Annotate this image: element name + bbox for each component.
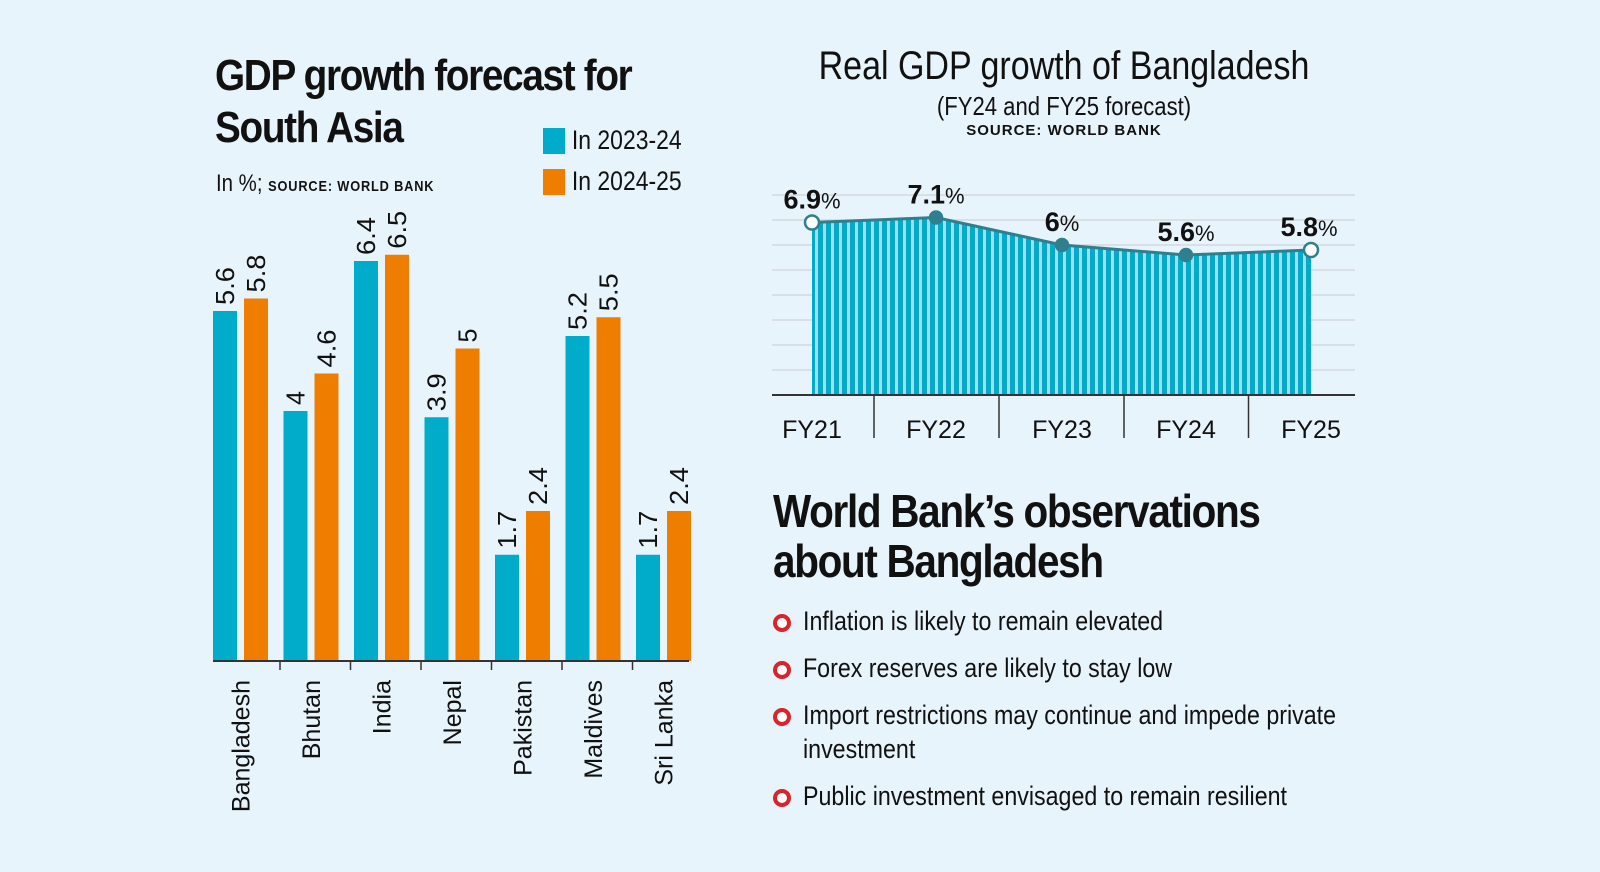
legend-item: In 2023-24: [543, 125, 682, 156]
bar: [424, 417, 449, 661]
bar: [667, 511, 691, 661]
legend: In 2023-24 In 2024-25: [543, 125, 706, 197]
legend-item: In 2024-25: [543, 166, 682, 197]
bar-value-label: 2.4: [664, 467, 694, 505]
bar-value-label: 1.7: [492, 511, 522, 549]
bar: [636, 554, 660, 661]
data-point: [1054, 237, 1070, 253]
category-label: FY23: [1032, 416, 1092, 444]
bullet-icon: [773, 789, 791, 807]
bar: [354, 261, 378, 661]
source-note: source: world bank: [268, 178, 435, 195]
bar-chart: 5.6 5.8 Bangladesh 4 4.6 Bhutan 6.4 6.5 India 3.9…: [210, 211, 694, 812]
bar-value-label: 4.6: [312, 330, 342, 368]
title-line: World Bank’s observations: [773, 485, 1261, 537]
source-note: source: world bank: [966, 122, 1162, 139]
line-chart-title: Real GDP growth of Bangladesh: [818, 44, 1310, 88]
bar: [283, 411, 308, 661]
bar-value-label: 6.4: [351, 217, 381, 255]
bar-value-label: 2.4: [523, 467, 553, 505]
bar: [385, 254, 409, 661]
data-point: [803, 214, 821, 231]
bullet-icon: [773, 614, 791, 632]
legend-swatch: [543, 168, 566, 195]
title-line: South Asia: [215, 103, 404, 152]
bar: [455, 348, 480, 661]
category-label: FY22: [906, 416, 966, 444]
bullet-icon: [773, 708, 791, 726]
bar-value-label: 5.6: [210, 267, 240, 305]
bar-value-label: 5.2: [563, 292, 593, 330]
list-item: Import restrictions may continue and imp…: [773, 698, 1423, 766]
bar-value-label: 4: [281, 391, 311, 405]
bar-chart-title: GDP growth forecast for South Asia: [215, 50, 633, 154]
bar: [314, 373, 339, 661]
category-label: FY25: [1281, 416, 1341, 444]
line-chart: 6.9% FY21 7.1% FY22 6% FY23 5.6% FY24 5.8% FY25: [772, 180, 1355, 444]
list-item-text: Inflation is likely to remain elevated: [803, 606, 1164, 636]
category-label: Bhutan: [298, 680, 326, 759]
category-label: Pakistan: [510, 680, 538, 776]
list-item-text: Public investment envisaged to remain re…: [803, 781, 1287, 811]
category-label: Nepal: [439, 680, 467, 745]
bar-chart-subtitle: In %; source: world bank: [216, 170, 434, 198]
observations-list: Inflation is likely to remain elevated F…: [773, 604, 1423, 813]
bar: [596, 317, 621, 661]
legend-label: In 2023-24: [571, 125, 682, 155]
data-point: [928, 210, 944, 225]
bar-value-label: 1.7: [633, 511, 663, 549]
list-item-text: investment: [803, 734, 916, 764]
list-item: Inflation is likely to remain elevated: [773, 604, 1423, 638]
list-item: Forex reserves are likely to stay low: [773, 651, 1423, 685]
list-item-text: Forex reserves are likely to stay low: [803, 653, 1173, 683]
bar-value-label: 5.8: [241, 255, 271, 293]
bullet-icon: [773, 661, 791, 679]
data-point: [1178, 247, 1194, 263]
list-item: Public investment envisaged to remain re…: [773, 779, 1423, 813]
bar: [565, 336, 590, 661]
bar-value-label: 5.5: [594, 273, 624, 311]
title-line: about Bangladesh: [773, 535, 1104, 587]
line-chart-header: Real GDP growth of Bangladesh (FY24 and …: [772, 44, 1356, 139]
data-label: 5.8%: [1280, 212, 1337, 242]
legend-swatch: [543, 127, 566, 154]
data-label: 7.1%: [907, 180, 964, 210]
bar: [526, 511, 550, 661]
category-label: Sri Lanka: [651, 680, 679, 786]
bar: [213, 311, 237, 661]
category-label: Maldives: [580, 680, 608, 779]
bar-value-label: 5: [453, 329, 483, 343]
data-label: 6%: [1045, 207, 1080, 237]
line-chart-subtitle: (FY24 and FY25 forecast): [936, 91, 1192, 121]
data-label: 5.6%: [1157, 217, 1214, 247]
legend-label: In 2024-25: [571, 166, 682, 196]
bar: [244, 298, 268, 661]
data-point: [1302, 241, 1320, 259]
category-label: FY21: [782, 416, 842, 444]
bar-value-label: 6.5: [382, 211, 412, 249]
category-label: FY24: [1156, 416, 1216, 444]
observations-title: World Bank’s observations about Banglade…: [773, 485, 1261, 587]
category-label: Bangladesh: [228, 680, 256, 812]
bar: [495, 554, 519, 661]
data-label: 6.9%: [783, 185, 840, 215]
unit-note: In %;: [216, 170, 263, 197]
bar-value-label: 3.9: [422, 373, 452, 411]
title-line: GDP growth forecast for: [215, 51, 633, 100]
list-item-text: Import restrictions may continue and imp…: [803, 700, 1337, 730]
category-label: India: [369, 680, 397, 734]
